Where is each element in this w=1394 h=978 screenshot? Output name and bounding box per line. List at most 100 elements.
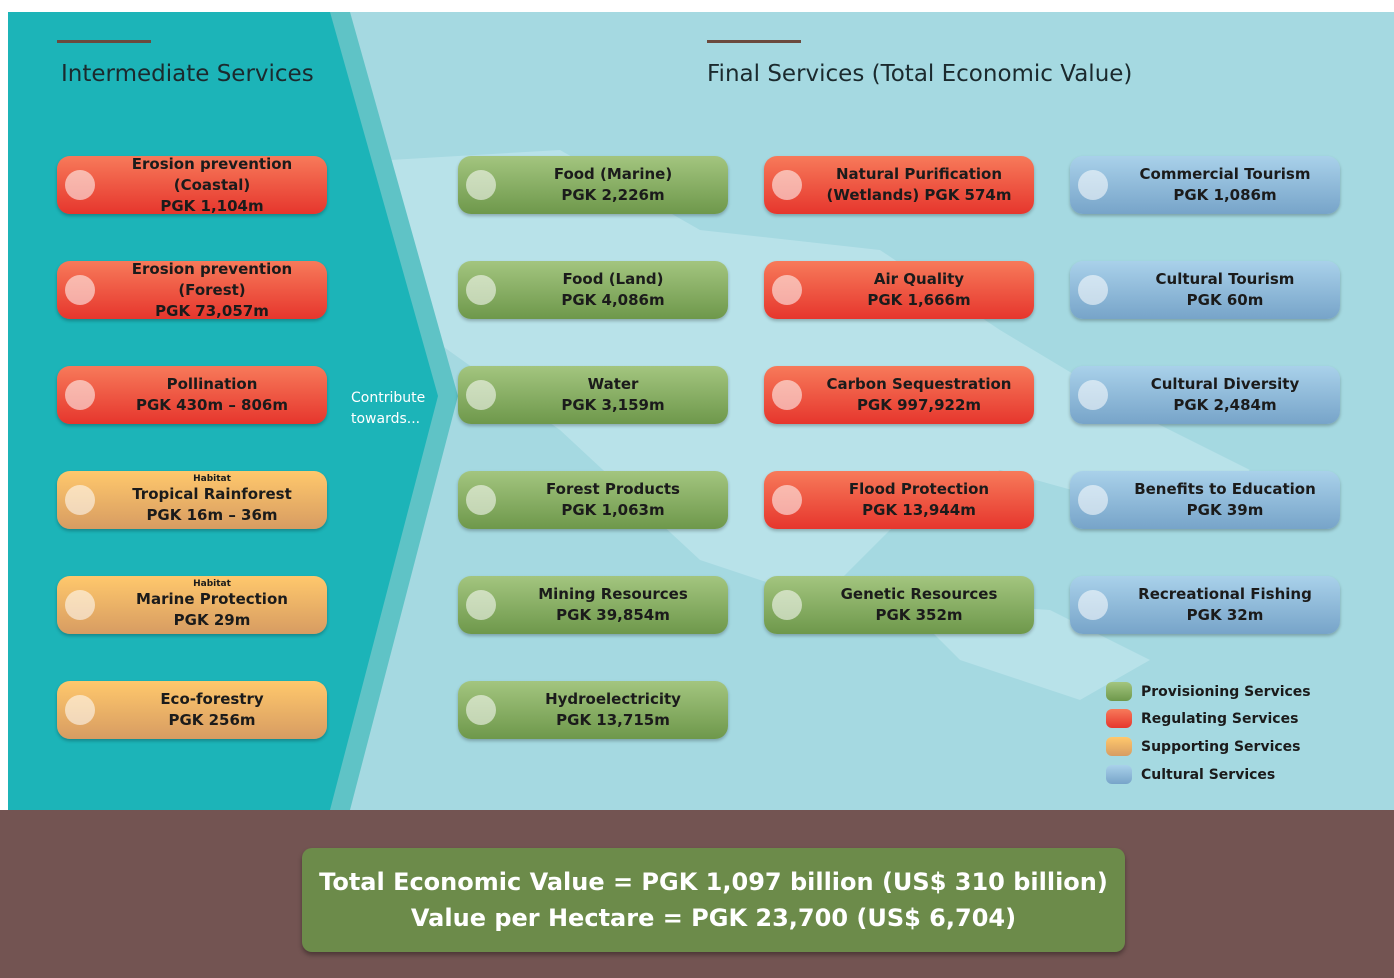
service-value: PGK 1,063m xyxy=(561,501,665,519)
service-title: Eco-forestry xyxy=(160,690,264,708)
service-title: Erosion prevention (Forest) xyxy=(131,259,293,299)
service-value: PGK 2,226m xyxy=(561,186,665,204)
service-title: Flood Protection xyxy=(848,480,990,498)
service-box: Cultural Diversity PGK 2,484m xyxy=(1070,366,1340,424)
service-title: Food (Marine) xyxy=(553,165,673,183)
icon xyxy=(1078,485,1108,515)
total-line: Total Economic Value = PGK 1,097 billion… xyxy=(319,868,1108,896)
service-box: Hydroelectricity PGK 13,715m xyxy=(458,681,728,739)
service-title: Cultural Tourism xyxy=(1155,270,1295,288)
service-value: PGK 256m xyxy=(168,711,256,729)
heading-rule xyxy=(57,40,151,43)
service-title: Erosion prevention (Coastal) xyxy=(131,154,293,194)
service-box: Genetic Resources PGK 352m xyxy=(764,576,1034,634)
icon xyxy=(65,275,95,305)
icon xyxy=(772,485,802,515)
service-title: Food (Land) xyxy=(562,270,664,288)
service-box: Food (Land) PGK 4,086m xyxy=(458,261,728,319)
service-value: PGK 39m xyxy=(1186,501,1264,519)
service-title: Hydroelectricity xyxy=(545,690,681,708)
service-box: Recreational Fishing PGK 32m xyxy=(1070,576,1340,634)
service-title: Water xyxy=(587,375,639,393)
service-value: PGK 1,104m xyxy=(160,196,264,215)
legend-item: Regulating Services xyxy=(1106,709,1298,728)
service-title: Tropical Rainforest xyxy=(132,485,292,503)
icon xyxy=(1078,275,1108,305)
habitat-tag: Habitat xyxy=(193,474,231,484)
service-value: PGK 1,086m xyxy=(1173,186,1277,204)
heading: Intermediate Services xyxy=(61,61,314,87)
heading-rule xyxy=(707,40,801,43)
service-value: PGK 16m – 36m xyxy=(146,506,278,524)
service-value: PGK 29m xyxy=(173,611,251,629)
legend-label: Cultural Services xyxy=(1141,766,1276,783)
icon xyxy=(1078,590,1108,620)
service-box: Pollination PGK 430m – 806m xyxy=(57,366,327,424)
icon xyxy=(772,170,802,200)
service-box: Habitat Tropical Rainforest PGK 16m – 36m xyxy=(57,471,327,529)
service-value: PGK 32m xyxy=(1186,606,1264,624)
service-title: Mining Resources xyxy=(538,585,688,603)
service-value: PGK 73,057m xyxy=(155,301,269,320)
service-box: Mining Resources PGK 39,854m xyxy=(458,576,728,634)
service-box: Benefits to Education PGK 39m xyxy=(1070,471,1340,529)
icon xyxy=(772,275,802,305)
service-box: Food (Marine) PGK 2,226m xyxy=(458,156,728,214)
service-box: Eco-forestry PGK 256m xyxy=(57,681,327,739)
icon xyxy=(1078,170,1108,200)
icon xyxy=(65,695,95,725)
icon xyxy=(466,170,496,200)
habitat-tag: Habitat xyxy=(193,579,231,589)
icon xyxy=(466,695,496,725)
legend-item: Supporting Services xyxy=(1106,737,1301,756)
connector: Contribute towards... xyxy=(351,390,426,427)
service-box: Erosion prevention (Forest) PGK 73,057m xyxy=(57,259,327,320)
service-box: Natural Purification (Wetlands) PGK 574m xyxy=(764,156,1034,214)
service-value: PGK 352m xyxy=(875,606,963,624)
legend-item: Cultural Services xyxy=(1106,765,1275,784)
service-title: Marine Protection xyxy=(136,590,288,608)
service-box: Habitat Marine Protection PGK 29m xyxy=(57,576,327,634)
service-value: PGK 4,086m xyxy=(561,291,665,309)
service-box: Commercial Tourism PGK 1,086m xyxy=(1070,156,1340,214)
service-value: (Wetlands) PGK 574m xyxy=(826,186,1012,204)
service-title: Carbon Sequestration xyxy=(826,375,1012,393)
service-box: Carbon Sequestration PGK 997,922m xyxy=(764,366,1034,424)
service-title: Cultural Diversity xyxy=(1150,375,1300,393)
icon xyxy=(466,380,496,410)
legend-label: Provisioning Services xyxy=(1141,683,1311,700)
total-line: Value per Hectare = PGK 23,700 (US$ 6,70… xyxy=(410,904,1017,932)
icon xyxy=(466,590,496,620)
service-title: Air Quality xyxy=(873,270,965,288)
service-box: Forest Products PGK 1,063m xyxy=(458,471,728,529)
icon xyxy=(65,485,95,515)
service-title: Commercial Tourism xyxy=(1139,165,1311,183)
service-box: Cultural Tourism PGK 60m xyxy=(1070,261,1340,319)
service-value: PGK 2,484m xyxy=(1173,396,1277,414)
icon xyxy=(772,590,802,620)
service-value: PGK 3,159m xyxy=(561,396,665,414)
service-title: Benefits to Education xyxy=(1134,480,1316,498)
icon xyxy=(772,380,802,410)
service-value: PGK 60m xyxy=(1186,291,1264,309)
icon xyxy=(1078,380,1108,410)
totals: Total Economic Value = PGK 1,097 billion… xyxy=(302,848,1125,952)
legend-label: Supporting Services xyxy=(1141,738,1301,755)
legend-label: Regulating Services xyxy=(1141,710,1299,727)
service-title: Forest Products xyxy=(546,480,680,498)
icon xyxy=(65,170,95,200)
service-box: Erosion prevention (Coastal) PGK 1,104m xyxy=(57,154,327,215)
heading: Final Services (Total Economic Value) xyxy=(707,61,1133,87)
service-box: Flood Protection PGK 13,944m xyxy=(764,471,1034,529)
service-title: Recreational Fishing xyxy=(1138,585,1312,603)
service-box: Water PGK 3,159m xyxy=(458,366,728,424)
service-value: PGK 430m – 806m xyxy=(136,396,288,414)
icon xyxy=(65,590,95,620)
service-box: Air Quality PGK 1,666m xyxy=(764,261,1034,319)
service-value: PGK 13,944m xyxy=(862,501,976,519)
service-title: Natural Purification xyxy=(835,165,1003,183)
icon xyxy=(466,485,496,515)
icon xyxy=(65,380,95,410)
service-value: PGK 39,854m xyxy=(556,606,670,624)
